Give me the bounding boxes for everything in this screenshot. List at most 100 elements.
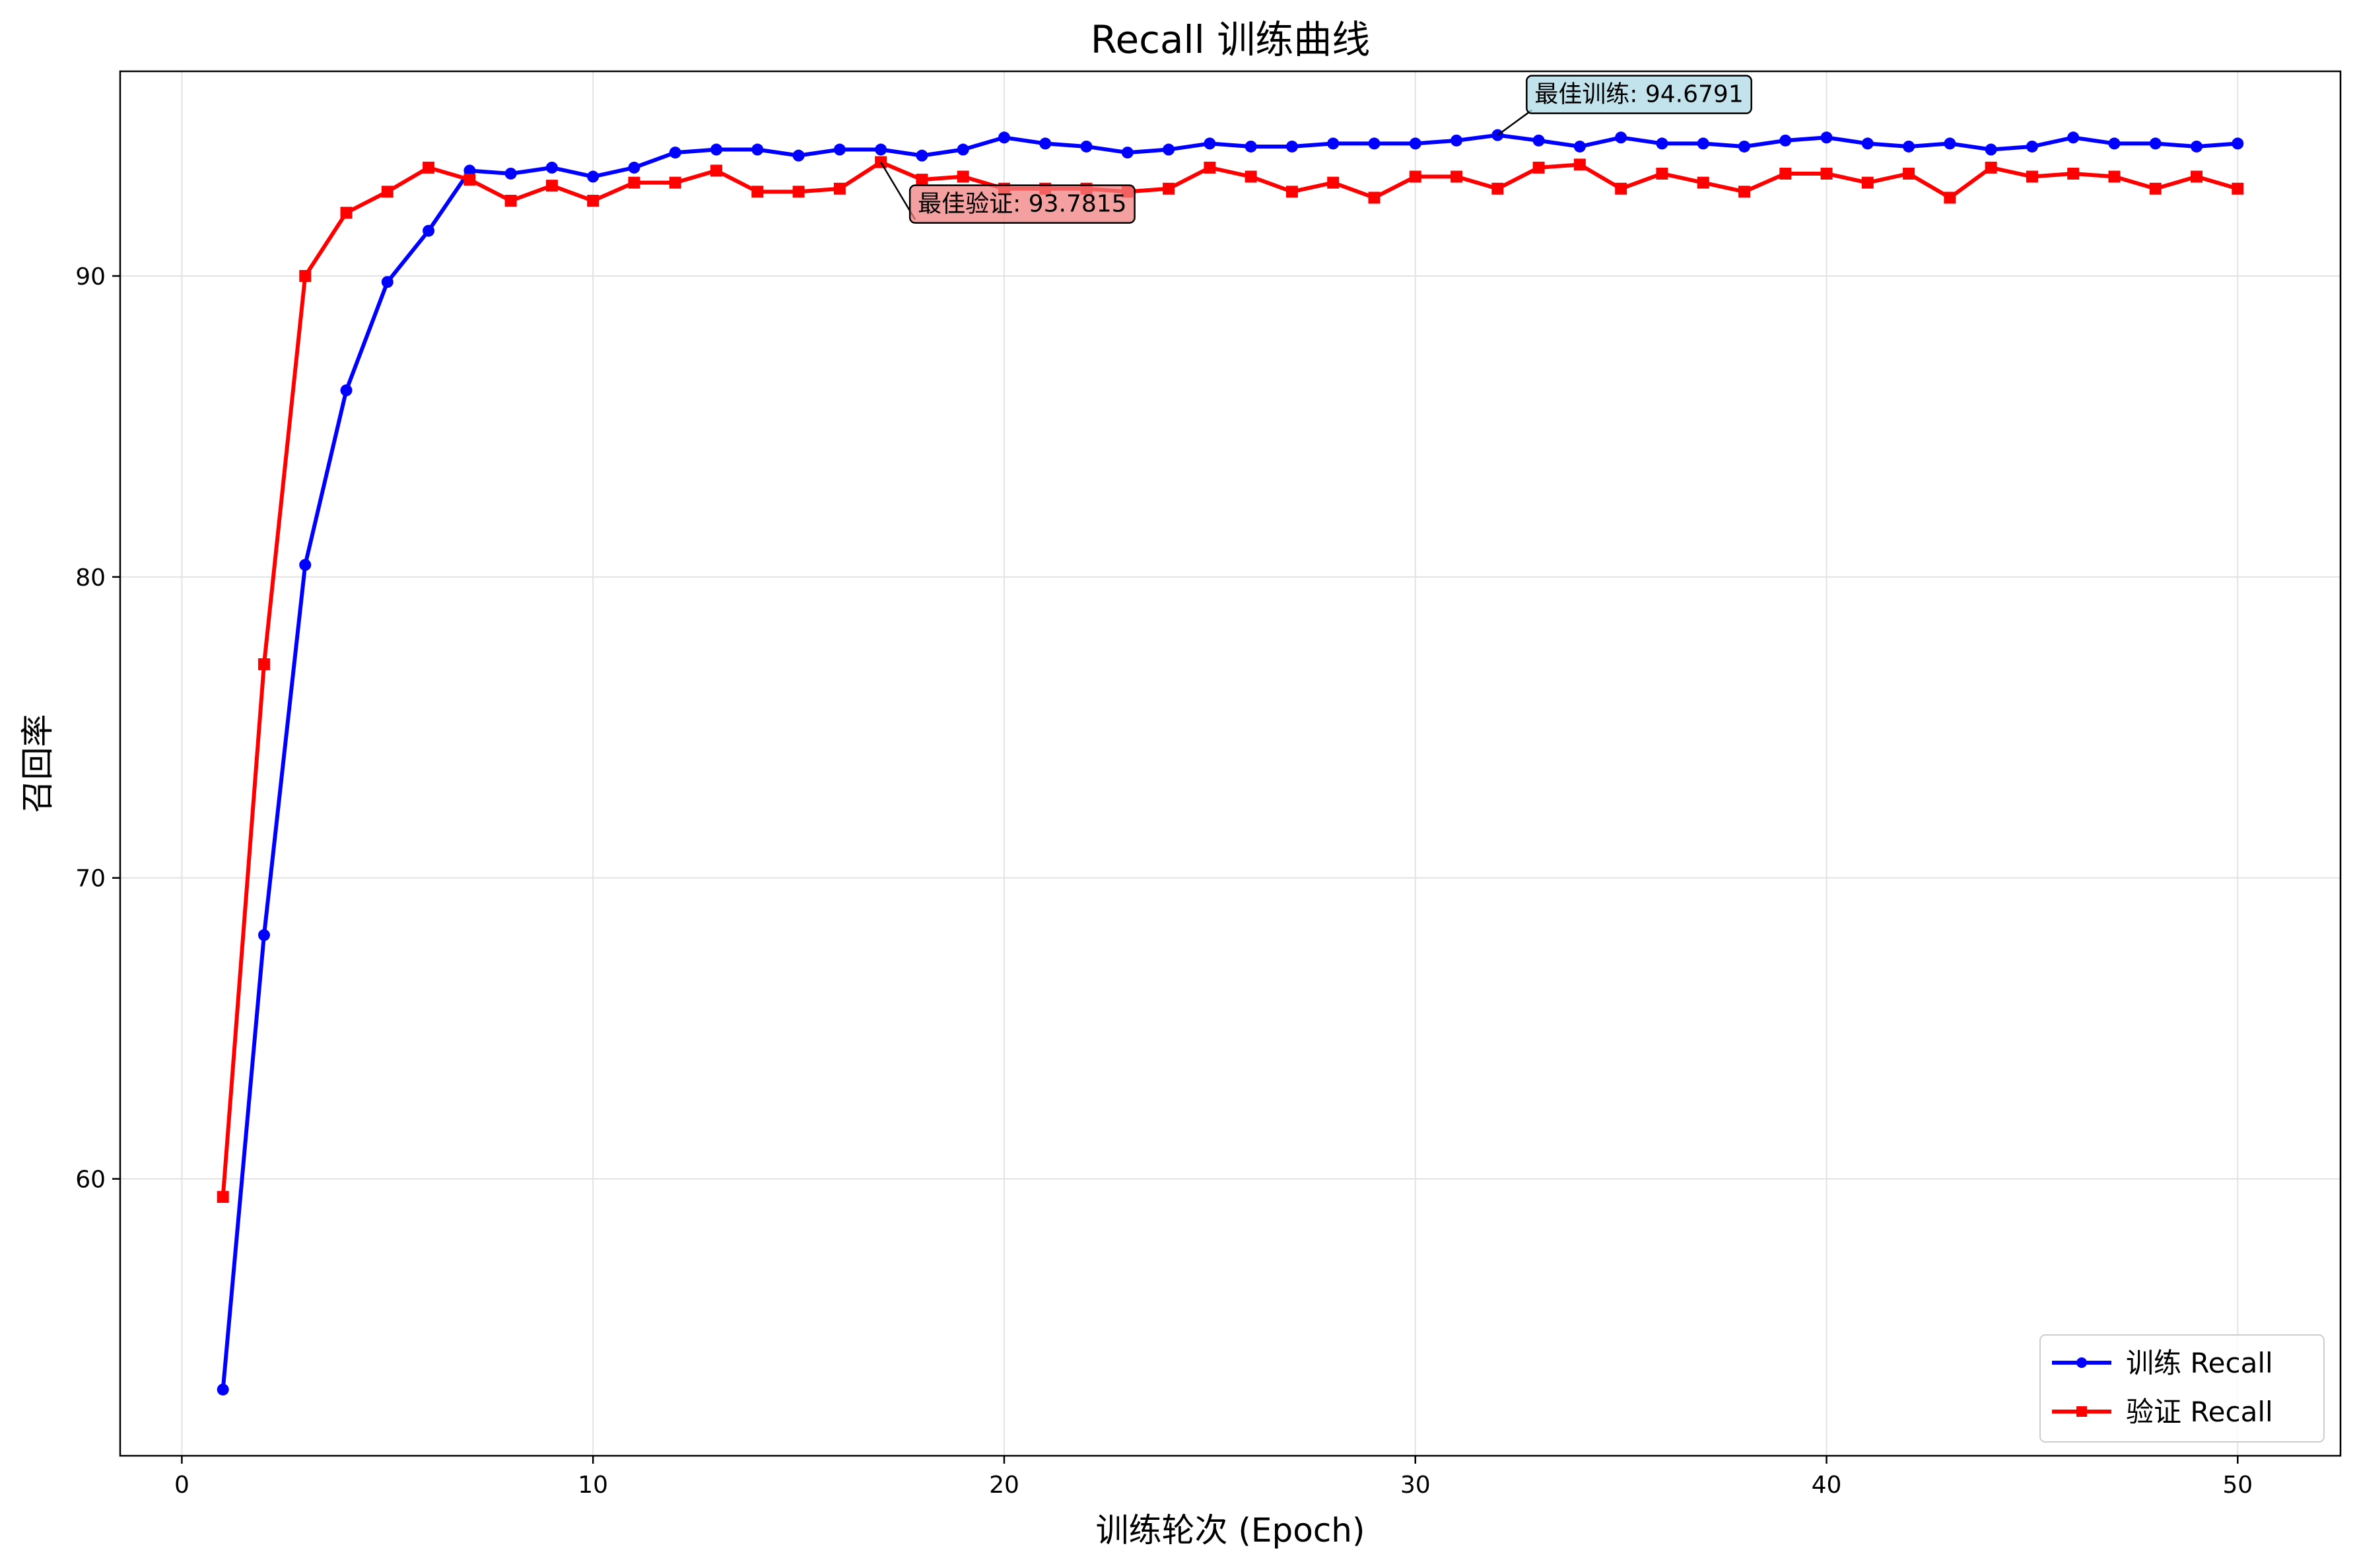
val-point [2026, 170, 2038, 183]
annotation-box [908, 184, 1136, 224]
train-point [1368, 137, 1381, 150]
val-point [423, 161, 435, 174]
val-point [916, 174, 928, 186]
train-point [1245, 140, 1257, 153]
y-axis-title: 召回率 [18, 714, 57, 813]
val-point [1532, 161, 1545, 174]
train-point [1903, 140, 1915, 153]
val-point [1451, 170, 1463, 183]
y-tick-label: 60 [75, 1167, 106, 1194]
train-point [1861, 137, 1874, 150]
x-tick-label: 50 [2222, 1472, 2253, 1499]
val-point [1615, 182, 1627, 195]
val-point [587, 195, 599, 207]
y-tick-label: 80 [75, 564, 106, 592]
val-point [2067, 167, 2080, 180]
annotation-label: 最佳验证: 93.7815 [918, 191, 1126, 218]
annotation-box [1526, 75, 1753, 114]
train-point [751, 143, 764, 156]
train-point [299, 559, 312, 571]
train-point [423, 224, 435, 237]
val-point [1285, 186, 1298, 198]
train-point [2108, 137, 2121, 150]
train-point [1204, 137, 1216, 150]
train-point [545, 161, 558, 174]
train-point [710, 143, 723, 156]
val-point [1163, 182, 1175, 195]
x-tick-label: 20 [989, 1472, 1019, 1499]
train-point [998, 131, 1010, 144]
best-val-annotation: 最佳验证: 93.7815 [880, 161, 1136, 224]
series-line-train [221, 133, 2238, 1390]
val-point [1944, 191, 1956, 204]
train-point [1779, 134, 1792, 147]
train-point [1039, 137, 1052, 150]
val-point [1985, 161, 1997, 174]
val-point [1779, 167, 1792, 180]
train-point [1451, 134, 1463, 147]
train-point [1944, 137, 1956, 150]
val-point [1656, 167, 1668, 180]
val-point [545, 180, 558, 192]
val-point [1368, 191, 1381, 204]
val-point [2232, 182, 2244, 195]
train-point [381, 276, 393, 289]
train-point [957, 143, 969, 156]
val-point [1573, 158, 1586, 171]
train-point [1409, 137, 1421, 150]
legend-marker-val [2076, 1406, 2087, 1417]
val-point [2191, 170, 2203, 183]
train-point [2232, 137, 2244, 150]
val-point [710, 164, 723, 177]
val-point [669, 176, 681, 189]
x-tick-label: 0 [174, 1472, 189, 1499]
train-point [1820, 131, 1833, 144]
x-tick-label: 10 [578, 1472, 608, 1499]
val-point [257, 658, 270, 671]
chart-title: Recall 训练曲线 [1091, 17, 1370, 62]
train-point [792, 149, 805, 162]
train-point [1697, 137, 1709, 150]
train-point [1615, 131, 1627, 144]
val-point [217, 1190, 229, 1203]
train-point [504, 167, 517, 180]
val-point [1327, 176, 1340, 189]
train-point [2067, 131, 2080, 144]
train-point [1532, 134, 1545, 147]
train-point [628, 161, 640, 174]
val-point [1697, 176, 1709, 189]
train-point [1738, 140, 1750, 153]
val-point [299, 269, 312, 282]
series-line-val [221, 160, 2239, 1198]
train-point [2026, 140, 2038, 153]
legend-marker-train [2076, 1357, 2087, 1368]
val-point [1861, 176, 1874, 189]
annotation-label: 最佳训练: 94.6791 [1534, 81, 1743, 108]
legend-label-val: 验证 Recall [2126, 1396, 2273, 1428]
annotations: 最佳训练: 94.6791 最佳验证: 93.7815 [880, 75, 1753, 224]
val-point [751, 186, 764, 198]
val-point [504, 195, 517, 207]
y-tick-label: 70 [75, 866, 106, 893]
val-point [2149, 182, 2162, 195]
legend-label-train: 训练 Recall [2126, 1347, 2273, 1379]
train-point [1121, 147, 1134, 159]
val-point [1245, 170, 1257, 183]
best-train-annotation: 最佳训练: 94.6791 [1497, 75, 1753, 136]
val-point [1409, 170, 1421, 183]
val-point [1204, 161, 1216, 174]
train-point [217, 1383, 229, 1396]
legend: 训练 Recall 验证 Recall [2039, 1334, 2325, 1443]
x-tick-label: 40 [1812, 1472, 1842, 1499]
train-point [1080, 140, 1093, 153]
val-point [833, 182, 846, 195]
annotation-arrow [1497, 109, 1533, 136]
grid-lines [120, 71, 2340, 1456]
train-point [1656, 137, 1668, 150]
train-point [1163, 143, 1175, 156]
val-point [340, 207, 353, 219]
train-point [875, 143, 887, 156]
val-point [1738, 186, 1750, 198]
